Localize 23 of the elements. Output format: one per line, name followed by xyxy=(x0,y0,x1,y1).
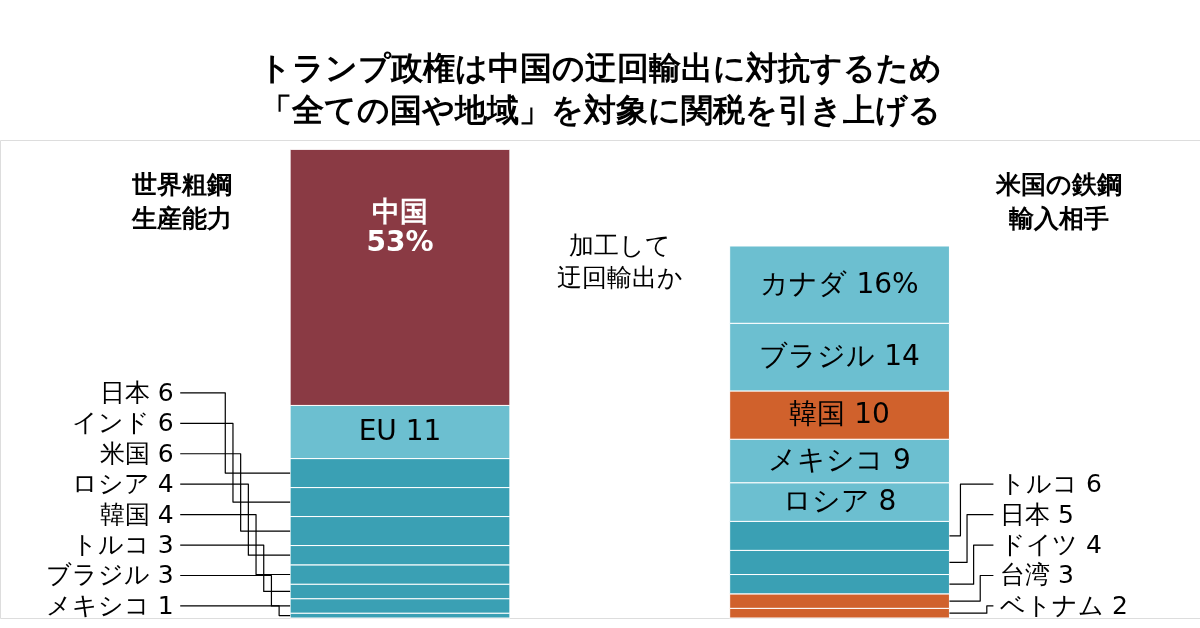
text: メキシコ 1 xyxy=(45,590,174,620)
text: メキシコ 9 xyxy=(768,442,911,476)
text: 韓国 4 xyxy=(99,499,174,529)
text: ブラジル 3 xyxy=(45,560,174,590)
text: トルコ 3 xyxy=(71,530,174,560)
text: トルコ 6 xyxy=(1000,469,1102,499)
text: ロシア 4 xyxy=(71,469,174,499)
x-tick-label: 世界粗鋼生産能力 xyxy=(131,170,233,234)
text: インド 6 xyxy=(71,408,174,438)
text: ベトナム 2 xyxy=(1000,590,1128,620)
text: 米国 6 xyxy=(99,438,174,468)
text: ドイツ 4 xyxy=(1000,530,1102,560)
text: 韓国 10 xyxy=(789,397,890,431)
chart-title: トランプ政権は中国の迂回輸出に対抗するため「全ての国や地域」を対象に関税を引き上げる xyxy=(258,49,942,129)
text: EU 11 xyxy=(358,414,442,447)
text: ブラジル 14 xyxy=(759,339,920,373)
text: 日本 5 xyxy=(1000,499,1074,529)
annotation: 加工して迂回輸出か xyxy=(556,231,683,293)
text: ロシア 8 xyxy=(782,484,897,518)
text: 台湾 3 xyxy=(1000,560,1074,590)
text: カナダ 16% xyxy=(760,266,919,300)
text: 日本 6 xyxy=(99,377,174,407)
x-tick-label: 米国の鉄鋼輸入相手 xyxy=(995,170,1123,234)
